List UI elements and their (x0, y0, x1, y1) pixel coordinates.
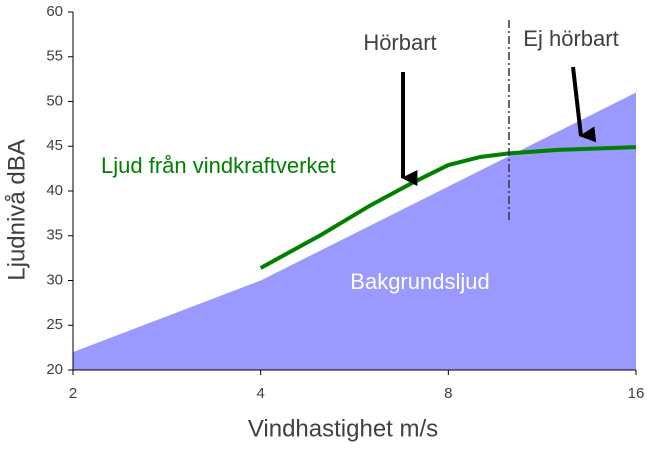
y-tick-label: 55 (46, 48, 63, 65)
y-tick-label: 35 (46, 227, 63, 244)
x-axis-label: Vindhastighet m/s (248, 415, 438, 442)
x-tick-label: 4 (256, 385, 264, 402)
line (259, 145, 637, 270)
y-tick-label: 50 (46, 92, 63, 109)
y-tick-label: 30 (46, 271, 63, 288)
annotation: Hörbart (363, 30, 436, 55)
series-label: Bakgrundsljud (350, 269, 489, 294)
area (73, 92, 636, 371)
x-tick-label: 16 (628, 385, 645, 402)
x-tick-label: 2 (69, 385, 77, 402)
y-tick-label: 60 (46, 3, 63, 20)
annotation: Ej hörbart (523, 26, 618, 51)
plot-area: 20 25 30 35 40 45 50 55 60 2 4 8 16 (46, 3, 644, 402)
y-tick-label: 20 (46, 361, 63, 378)
y-axis-label: Ljudnivå dBA (3, 139, 30, 280)
y-tick-label: 40 (46, 182, 63, 199)
y-tick-label: 45 (46, 137, 63, 154)
x-tick-label: 8 (444, 385, 452, 402)
y-tick-label: 25 (46, 316, 63, 333)
series-label: Ljud från vindkraftverket (101, 153, 336, 178)
arrow (571, 66, 597, 143)
